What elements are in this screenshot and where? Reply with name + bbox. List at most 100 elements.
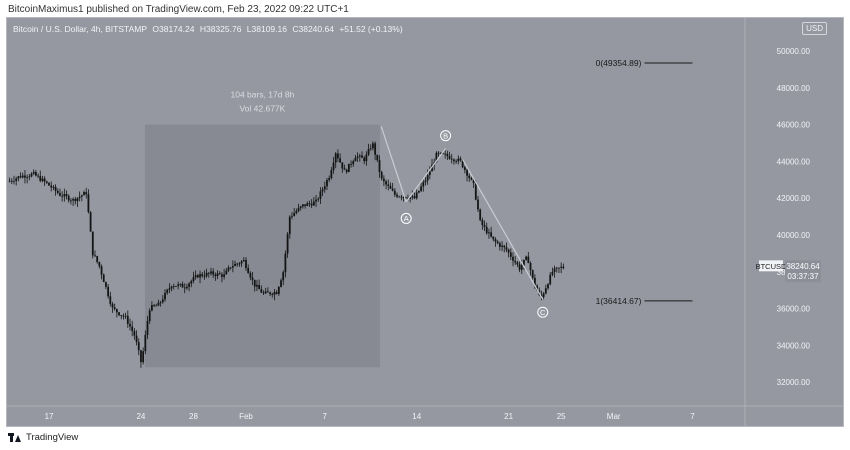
candle-body (251, 277, 254, 280)
candle-body (253, 279, 256, 287)
candle-body (372, 143, 374, 149)
candle-body (496, 241, 499, 244)
candle-body (442, 152, 444, 154)
y-tick-label: 48000.00 (777, 84, 811, 93)
candle-body (431, 164, 433, 172)
candle-body (523, 259, 525, 266)
candle-body (96, 256, 99, 262)
candle-body (74, 198, 77, 202)
candle-body (312, 201, 315, 206)
x-tick-label: 28 (189, 412, 198, 421)
candle-body (317, 198, 320, 200)
candle-body (144, 334, 147, 352)
candle-body (109, 296, 112, 304)
chart-frame[interactable]: Bitcoin / U.S. Dollar, 4h, BITSTAMP O381… (6, 17, 844, 427)
candle-body (13, 180, 15, 182)
candle-body (509, 252, 512, 257)
candle-body (142, 351, 145, 363)
candle-body (65, 194, 68, 197)
x-tick-label: 21 (504, 412, 513, 421)
candle-body (118, 312, 120, 316)
candle-body (341, 162, 344, 169)
candle-body (190, 280, 193, 284)
candle-body (100, 266, 103, 275)
candle-body (229, 267, 232, 269)
candle-body (494, 239, 497, 242)
candle-body (453, 159, 455, 162)
candle-body (113, 307, 116, 310)
candle-body (328, 178, 331, 181)
candle-body (518, 264, 521, 270)
x-tick-label: 24 (136, 412, 145, 421)
candle-body (179, 283, 182, 285)
candle-body (94, 255, 96, 257)
candle-body (249, 273, 252, 278)
candle-body (549, 274, 552, 285)
candle-body (8, 180, 11, 182)
candle-body (374, 143, 377, 155)
candle-body (41, 178, 44, 181)
candle-body (525, 256, 528, 260)
candle-body (483, 225, 486, 227)
candle-body (536, 285, 538, 291)
candle-body (153, 305, 155, 306)
candle-body (221, 274, 223, 277)
y-tick-label: 36000.00 (777, 305, 811, 314)
candle-body (240, 261, 243, 264)
candle-body (542, 293, 545, 298)
candle-body (299, 206, 302, 208)
candle-body (48, 182, 50, 186)
candle-body (505, 247, 508, 250)
candle-body (102, 274, 105, 283)
candle-body (56, 190, 59, 193)
candle-body (258, 284, 261, 290)
candle-body (256, 284, 258, 287)
candle-body (352, 161, 355, 165)
candle-body (137, 342, 140, 351)
footer-brand: TradingView (26, 432, 79, 443)
y-tick-label: 50000.00 (777, 47, 811, 56)
publisher-info: BitcoinMaximus1 published on TradingView… (8, 4, 349, 15)
candle-body (120, 315, 123, 316)
candle-body (361, 155, 363, 158)
candle-body (413, 196, 416, 199)
candle-body (172, 286, 175, 287)
y-tick-label: 44000.00 (777, 157, 811, 166)
candle-body (544, 288, 547, 294)
currency-button[interactable]: USD (802, 22, 827, 35)
candle-body (242, 259, 245, 262)
candle-body (520, 265, 523, 270)
candle-body (177, 284, 180, 287)
candle-body (358, 155, 361, 157)
candle-body (435, 152, 438, 163)
candle-body (363, 157, 366, 162)
candle-body (91, 231, 94, 256)
candle-body (214, 274, 217, 277)
candle-body (183, 287, 186, 289)
candle-body (393, 190, 396, 195)
candle-body (157, 302, 160, 306)
candle-body (115, 309, 118, 313)
price-change: +51.52 (+0.13%) (339, 24, 403, 34)
candle-body (457, 158, 460, 162)
candle-body (210, 271, 212, 274)
candle-body (260, 289, 263, 293)
x-tick-label: 25 (557, 412, 566, 421)
candle-body (326, 180, 328, 187)
candle-body (262, 292, 265, 294)
candle-body (470, 178, 473, 180)
candle-body (231, 266, 234, 268)
tradingview-logo-icon (8, 433, 22, 442)
x-tick-label: Mar (607, 412, 621, 421)
candle-body (455, 161, 458, 162)
symbol-info: Bitcoin / U.S. Dollar, 4h, BITSTAMP O381… (13, 24, 406, 34)
candle-body (146, 321, 149, 335)
candle-body (148, 310, 151, 322)
candle-body (131, 326, 134, 332)
candle-body (135, 335, 138, 343)
candle-body (89, 212, 92, 232)
x-tick-label: 14 (412, 412, 421, 421)
candle-body (459, 158, 462, 161)
candle-body (188, 283, 190, 287)
price-chart[interactable]: 104 bars, 17d 8h Vol 42.677K A B C 0(49354.89… (7, 18, 844, 427)
